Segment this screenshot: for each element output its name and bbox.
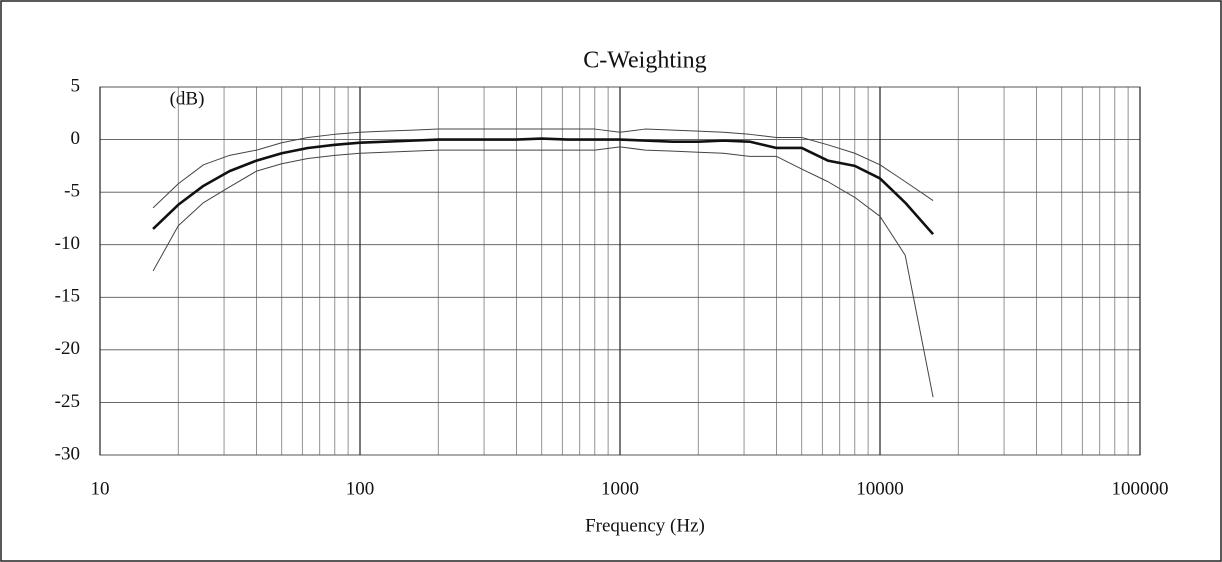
series-line: [152, 146, 934, 398]
x-tick-label: 10: [91, 478, 110, 499]
y-tick-label: -15: [55, 286, 80, 307]
y-tick-label: -30: [55, 443, 80, 464]
y-tick-label: 5: [71, 75, 81, 96]
y-tick-label: -20: [55, 338, 80, 359]
y-tick-label: -5: [64, 181, 80, 202]
chart-title: C-Weighting: [583, 48, 706, 74]
series-line: [152, 128, 934, 209]
x-tick-label: 1000: [601, 478, 639, 499]
y-tick-label: 0: [71, 128, 81, 149]
x-axis-label: Frequency (Hz): [585, 515, 705, 536]
x-tick-label: 10000: [856, 478, 904, 499]
y-tick-label: -10: [55, 233, 80, 254]
y-axis-label: (dB): [170, 88, 205, 109]
series-line: [152, 137, 935, 236]
x-tick-label: 100000: [1112, 478, 1169, 499]
y-tick-label: -25: [55, 391, 80, 412]
x-tick-label: 100: [346, 478, 375, 499]
